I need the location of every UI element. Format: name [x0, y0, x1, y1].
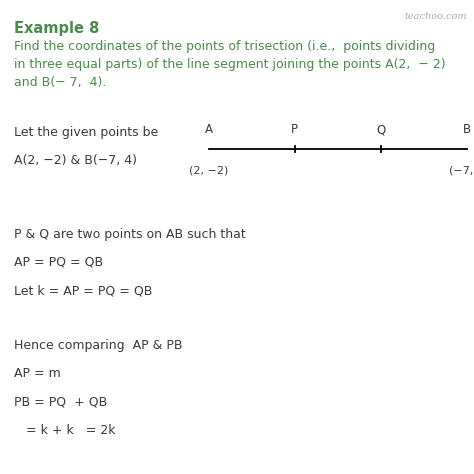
- Text: = k + k   = 2k: = k + k = 2k: [14, 424, 116, 437]
- Text: P: P: [291, 123, 298, 136]
- Text: PB = PQ  + QB: PB = PQ + QB: [14, 396, 108, 409]
- Text: in three equal parts) of the line segment joining the points A(2,  − 2): in three equal parts) of the line segmen…: [14, 58, 446, 71]
- Text: Find the coordinates of the points of trisection (i.e.,  points dividing: Find the coordinates of the points of tr…: [14, 40, 436, 53]
- Text: A: A: [205, 123, 212, 136]
- Text: teachoo.com: teachoo.com: [404, 12, 467, 21]
- Text: Q: Q: [376, 123, 385, 136]
- Text: Hence comparing  AP & PB: Hence comparing AP & PB: [14, 339, 182, 352]
- Text: Let the given points be: Let the given points be: [14, 126, 158, 138]
- Text: (2, −2): (2, −2): [189, 166, 228, 176]
- Text: Example 8: Example 8: [14, 21, 100, 36]
- Text: B: B: [463, 123, 471, 136]
- Text: Let k = AP = PQ = QB: Let k = AP = PQ = QB: [14, 284, 153, 297]
- Text: AP = PQ = QB: AP = PQ = QB: [14, 256, 103, 269]
- Text: A(2, −2) & B(−7, 4): A(2, −2) & B(−7, 4): [14, 154, 137, 167]
- Text: AP = m: AP = m: [14, 367, 61, 380]
- Text: P & Q are two points on AB such that: P & Q are two points on AB such that: [14, 228, 246, 240]
- Text: (−7, 4: (−7, 4: [449, 166, 474, 176]
- Text: and B(− 7,  4).: and B(− 7, 4).: [14, 76, 107, 89]
